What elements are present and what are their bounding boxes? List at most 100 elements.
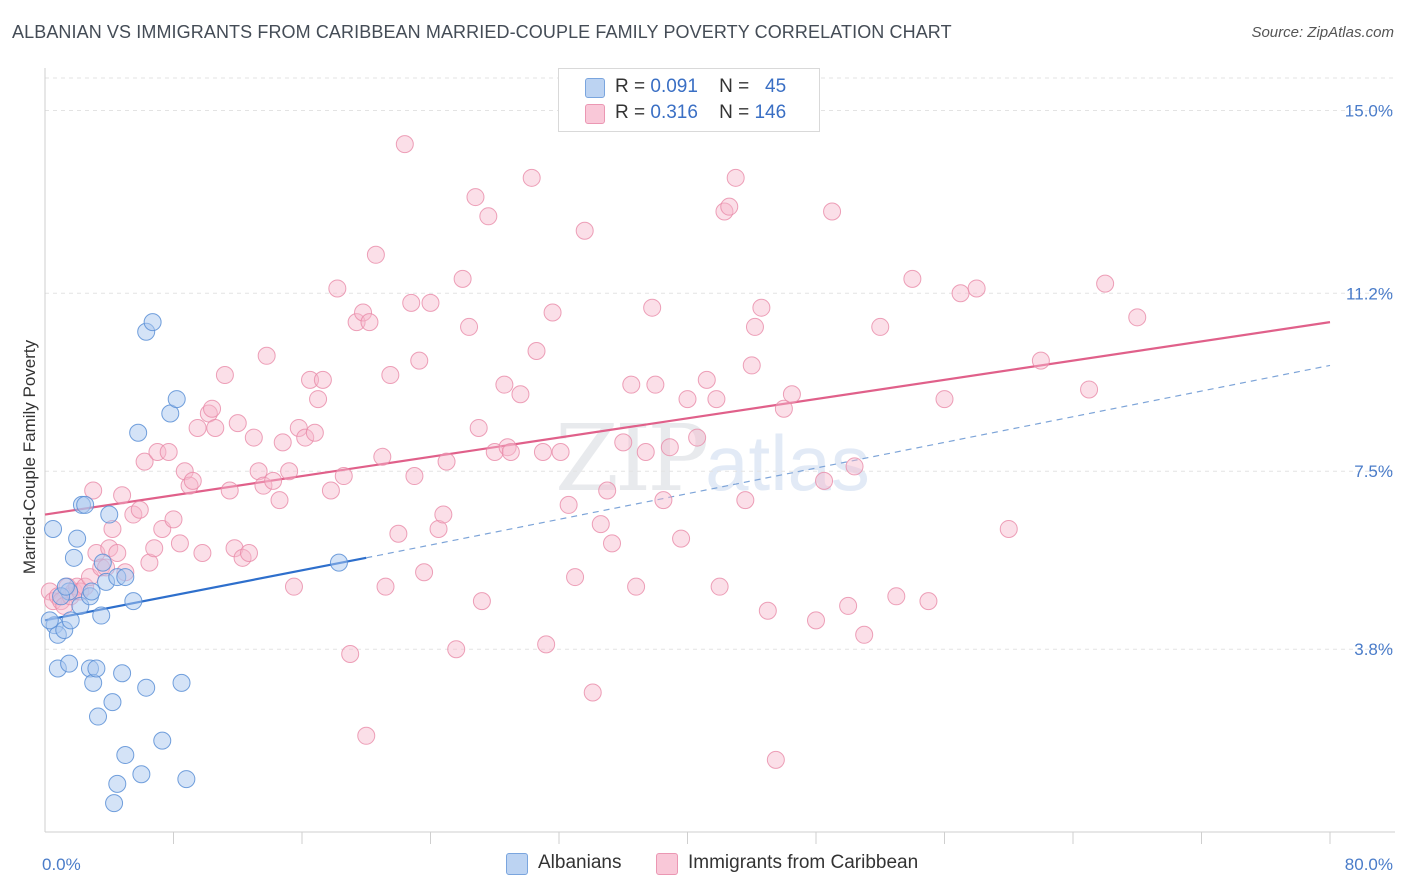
point-caribbean (313, 370, 332, 389)
point-caribbean (1096, 274, 1115, 293)
point-albanian (103, 693, 122, 712)
point-caribbean (145, 539, 164, 558)
point-caribbean (643, 298, 662, 317)
point-albanian (56, 577, 75, 596)
point-caribbean (935, 390, 954, 409)
legend-r-value: 0.091 (650, 76, 698, 97)
point-caribbean (736, 491, 755, 510)
point-caribbean (254, 476, 273, 495)
bottom-legend-label-albanians: Albanians (538, 852, 622, 873)
legend-n-value: 45 (765, 76, 787, 97)
point-albanian (132, 765, 151, 784)
point-caribbean (273, 433, 292, 452)
point-caribbean (710, 577, 729, 596)
point-caribbean (188, 418, 207, 437)
point-caribbean (551, 443, 570, 461)
point-albanian (108, 774, 127, 793)
point-caribbean (257, 346, 276, 365)
point-caribbean (855, 625, 874, 644)
point-albanian (100, 505, 119, 524)
point-albanian (116, 746, 135, 765)
point-caribbean (193, 544, 212, 563)
point-caribbean (871, 317, 890, 336)
point-albanian (167, 390, 186, 409)
y-tick-label: 11.2% (1346, 284, 1393, 303)
point-caribbean (341, 645, 360, 664)
legend-swatch-caribbean (585, 104, 605, 124)
point-caribbean (774, 399, 793, 418)
point-caribbean (170, 534, 189, 553)
point-caribbean (583, 683, 602, 702)
point-caribbean (715, 202, 734, 221)
point-caribbean (766, 750, 785, 769)
point-caribbean (566, 568, 585, 587)
point-caribbean (839, 596, 858, 615)
point-caribbean (758, 601, 777, 620)
legend-n-value: 146 (754, 102, 787, 123)
bottom-legend-swatch-caribbean (656, 853, 678, 875)
point-caribbean (405, 467, 424, 486)
point-caribbean (280, 462, 299, 481)
point-caribbean (334, 467, 353, 486)
point-albanian (153, 731, 172, 750)
point-caribbean (264, 471, 283, 490)
point-caribbean (614, 433, 633, 452)
point-caribbean (688, 428, 707, 447)
y-tick-label: 3.8% (1354, 640, 1393, 659)
point-caribbean (183, 471, 202, 490)
point-caribbean (309, 390, 328, 409)
point-caribbean (328, 279, 347, 298)
point-caribbean (511, 385, 530, 404)
point-caribbean (654, 491, 673, 510)
point-caribbean (591, 515, 610, 534)
point-caribbean (752, 298, 771, 317)
point-albanian (92, 606, 111, 625)
point-albanian (60, 654, 79, 673)
point-albanian (177, 770, 196, 789)
point-albanian (87, 659, 106, 678)
legend-r-value: 0.316 (650, 102, 698, 123)
point-caribbean (537, 635, 556, 654)
point-caribbean (782, 385, 801, 404)
point-caribbean (357, 726, 376, 745)
point-caribbean (845, 457, 864, 476)
point-caribbean (113, 486, 132, 505)
point-caribbean (622, 375, 641, 394)
point-caribbean (360, 313, 379, 332)
point-caribbean (807, 611, 825, 630)
point-caribbean (164, 510, 183, 529)
point-caribbean (366, 245, 385, 264)
bottom-legend-caribbean: Immigrants from Caribbean (656, 851, 956, 877)
point-caribbean (140, 553, 159, 572)
source-note: Source: ZipAtlas.com (1251, 24, 1394, 41)
y-axis-label: Married-Couple Family Poverty (20, 339, 39, 574)
point-caribbean (919, 592, 938, 611)
trend-line-albanians-extension (366, 364, 1331, 559)
point-albanian (68, 529, 87, 548)
legend-n-label: N = (719, 102, 750, 123)
point-caribbean (501, 443, 520, 461)
point-caribbean (376, 577, 395, 596)
point-caribbean (410, 351, 429, 370)
point-caribbean (284, 577, 303, 596)
point-caribbean (636, 443, 655, 461)
point-caribbean (823, 202, 842, 221)
point-caribbean (522, 168, 541, 187)
point-albanian (89, 707, 108, 726)
point-caribbean (951, 284, 970, 303)
point-caribbean (815, 471, 834, 490)
point-albanian (40, 611, 59, 630)
point-albanian (116, 568, 135, 587)
stats-legend: R = 0.091 N = 45 R = 0.316 N = 146 (558, 68, 820, 132)
point-caribbean (270, 491, 289, 510)
tick-labels: 3.8% 7.5% 11.2% 15.0% 0.0% 80.0% Married-Coupl… (20, 101, 1393, 874)
point-caribbean (460, 317, 479, 336)
point-albanian (172, 673, 191, 692)
point-caribbean (389, 524, 408, 543)
point-caribbean (239, 544, 258, 563)
bottom-legend-label-caribbean: Immigrants from Caribbean (688, 852, 919, 873)
point-albanian (93, 553, 112, 572)
point-caribbean (135, 452, 154, 471)
point-caribbean (745, 317, 764, 336)
point-albanian (82, 582, 101, 601)
